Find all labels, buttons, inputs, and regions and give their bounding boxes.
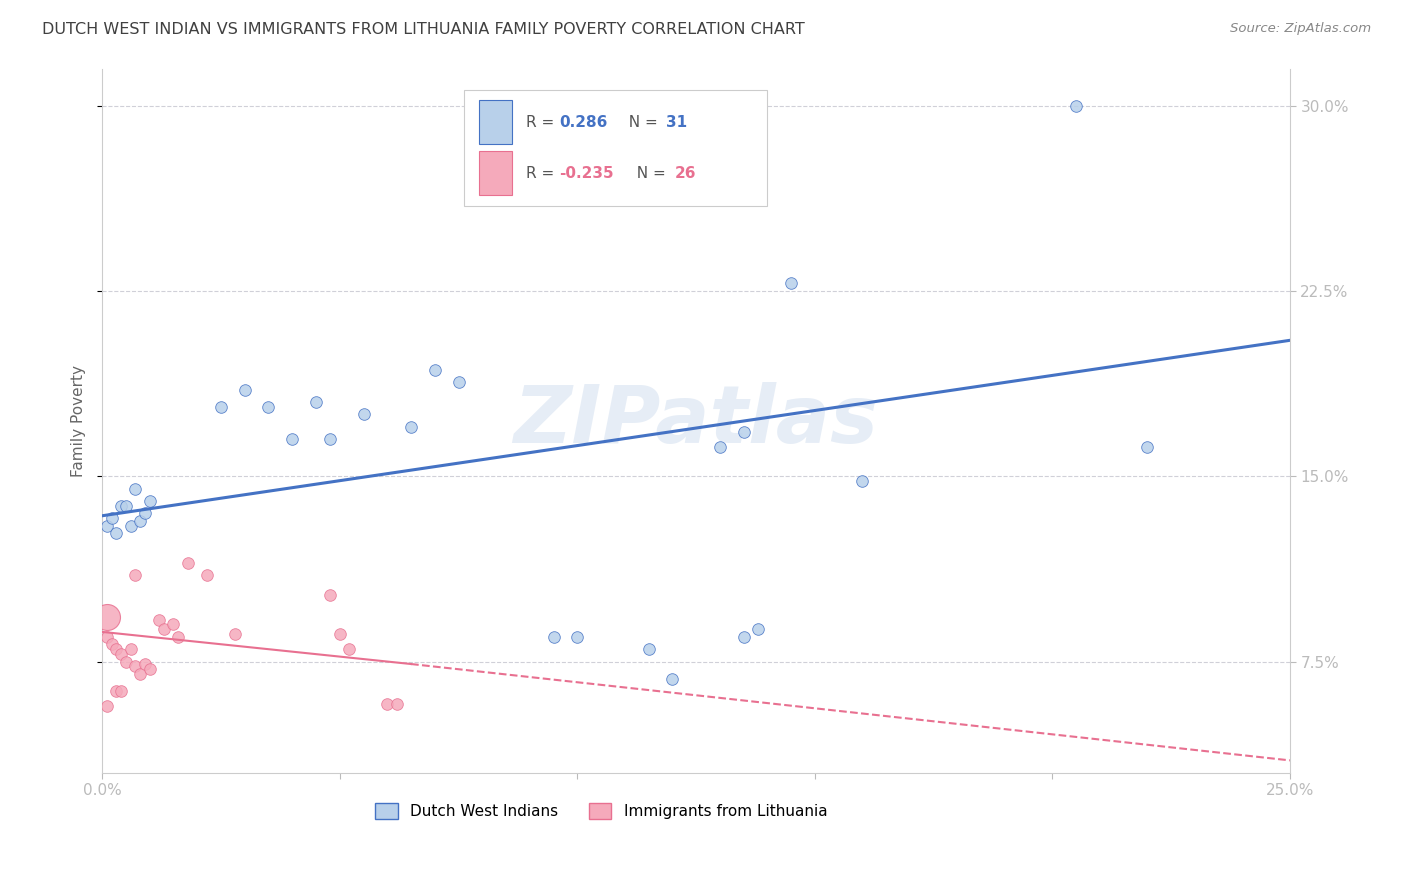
Legend: Dutch West Indians, Immigrants from Lithuania: Dutch West Indians, Immigrants from Lith… <box>368 797 834 825</box>
Point <box>120 518 142 533</box>
Text: -0.235: -0.235 <box>560 166 614 181</box>
Point <box>337 642 360 657</box>
Point <box>747 623 769 637</box>
FancyBboxPatch shape <box>464 90 768 206</box>
Point <box>567 630 589 644</box>
Point <box>1136 440 1159 454</box>
Point <box>399 419 422 434</box>
Point <box>329 627 352 641</box>
Point <box>257 400 280 414</box>
Point <box>110 684 132 698</box>
Point <box>96 630 118 644</box>
Point <box>96 518 118 533</box>
Point <box>1064 98 1087 112</box>
Text: R =: R = <box>526 115 560 129</box>
Point <box>543 630 565 644</box>
Text: 26: 26 <box>675 166 696 181</box>
Bar <box>478 152 512 195</box>
Point <box>115 655 138 669</box>
Text: R =: R = <box>526 166 560 181</box>
Point <box>96 699 118 714</box>
Point <box>385 697 408 711</box>
Point <box>115 499 138 513</box>
Point <box>733 630 755 644</box>
Point <box>233 383 256 397</box>
Point <box>129 514 152 528</box>
Point <box>129 666 152 681</box>
Point <box>353 408 375 422</box>
Point <box>709 440 731 454</box>
Point <box>100 511 122 525</box>
Point <box>105 642 128 657</box>
Text: N =: N = <box>619 115 662 129</box>
Point <box>110 647 132 661</box>
Point <box>138 662 160 676</box>
Point <box>110 499 132 513</box>
Text: Source: ZipAtlas.com: Source: ZipAtlas.com <box>1230 22 1371 36</box>
Point <box>305 395 328 409</box>
Point <box>851 474 873 488</box>
Point <box>637 642 659 657</box>
Text: 0.286: 0.286 <box>560 115 607 129</box>
Point <box>423 363 446 377</box>
Point <box>124 482 146 496</box>
Point <box>162 617 184 632</box>
Point <box>105 684 128 698</box>
Point <box>134 506 156 520</box>
Text: N =: N = <box>627 166 671 181</box>
Point <box>100 637 122 651</box>
Point <box>224 627 246 641</box>
Point <box>447 376 470 390</box>
Point <box>177 556 200 570</box>
Point <box>96 610 118 624</box>
Point <box>148 613 170 627</box>
Point <box>661 672 683 686</box>
Point <box>733 425 755 439</box>
Point <box>281 432 304 446</box>
Point <box>319 588 342 602</box>
Point <box>153 623 176 637</box>
Point <box>167 630 190 644</box>
Text: ZIPatlas: ZIPatlas <box>513 382 879 459</box>
Point <box>375 697 398 711</box>
Point <box>134 657 156 671</box>
Point <box>780 277 803 291</box>
Point <box>105 526 128 541</box>
Y-axis label: Family Poverty: Family Poverty <box>72 365 86 476</box>
Point <box>120 642 142 657</box>
Bar <box>478 101 512 144</box>
Point <box>124 659 146 673</box>
Point <box>195 568 218 582</box>
Point <box>209 400 232 414</box>
Point <box>124 568 146 582</box>
Text: 31: 31 <box>666 115 688 129</box>
Point <box>319 432 342 446</box>
Point <box>495 178 517 192</box>
Point <box>138 494 160 508</box>
Text: DUTCH WEST INDIAN VS IMMIGRANTS FROM LITHUANIA FAMILY POVERTY CORRELATION CHART: DUTCH WEST INDIAN VS IMMIGRANTS FROM LIT… <box>42 22 804 37</box>
